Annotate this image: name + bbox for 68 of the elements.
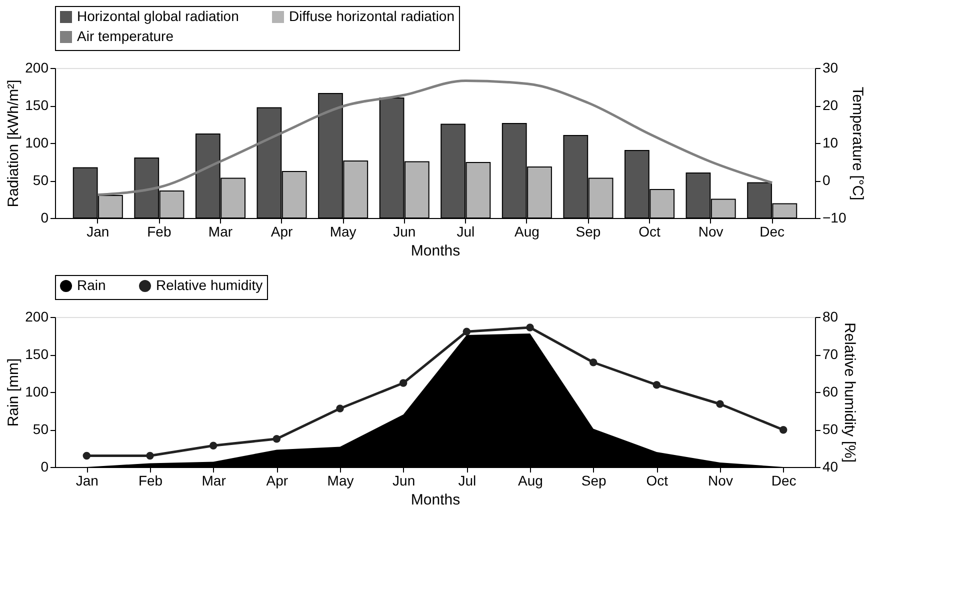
point	[146, 452, 154, 460]
y-axis-title: Rain [mm]	[5, 358, 22, 427]
y-tick-label: 200	[25, 308, 49, 324]
y2-tick-label: 30	[822, 60, 838, 76]
x-tick-label: Jun	[393, 224, 416, 240]
point	[399, 379, 408, 387]
point	[272, 435, 281, 443]
x-tick-label: Jul	[458, 472, 476, 488]
y2-tick-label: 40	[822, 458, 838, 474]
x-tick-label: May	[330, 224, 356, 240]
y-axis-title: Radiation [kWh/m²]	[5, 80, 22, 208]
y-tick-label: 50	[32, 172, 49, 188]
x-tick-label: Oct	[638, 224, 661, 240]
legend-label: Relative humidity	[156, 277, 263, 293]
y-tick-label: 150	[25, 97, 49, 113]
x-axis-title: Months	[410, 242, 460, 260]
line-series	[96, 80, 774, 196]
x-tick-label: Oct	[646, 472, 668, 488]
legend-label: Air temperature	[77, 28, 174, 44]
x-tick-label: Apr	[270, 224, 293, 240]
x-tick-label: Dec	[760, 224, 785, 240]
x-tick-label: Mar	[202, 472, 226, 488]
point	[82, 452, 91, 460]
legend-label: Diffuse horizontal radiation	[289, 8, 455, 24]
legend-label: Horizontal global radiation	[77, 8, 239, 24]
y-tick-label: 100	[25, 384, 49, 400]
y-tick-label: 150	[25, 346, 49, 362]
y2-tick-label: 10	[822, 134, 838, 150]
point	[336, 404, 344, 412]
point	[716, 400, 724, 408]
y-tick-label: 200	[25, 60, 49, 76]
y2-tick-label: 0	[822, 172, 830, 188]
x-tick-label: Aug	[518, 472, 543, 488]
x-tick-label: Sep	[581, 472, 606, 488]
y-tick-label: 0	[40, 458, 49, 474]
y-tick-label: 100	[25, 134, 49, 150]
point	[462, 328, 471, 336]
y2-tick-label: 80	[822, 308, 838, 324]
y2-tick-label: −10	[822, 210, 846, 226]
y2-tick-label: 20	[822, 97, 838, 113]
x-tick-label: Aug	[514, 224, 540, 240]
point	[652, 381, 661, 389]
x-tick-label: Feb	[147, 224, 172, 240]
y2-axis-title: Temperature [°C]	[849, 86, 866, 200]
legend-label: Rain	[77, 277, 106, 293]
point	[209, 442, 218, 450]
y-tick-label: 50	[32, 421, 49, 437]
y2-axis-title: Relative humidity [%]	[841, 322, 858, 463]
x-tick-label: Nov	[708, 472, 733, 488]
x-tick-label: Nov	[698, 224, 724, 240]
y-tick-label: 0	[40, 210, 49, 226]
x-tick-label: Feb	[138, 472, 163, 488]
x-tick-label: Dec	[771, 472, 796, 488]
x-tick-label: Sep	[576, 224, 601, 240]
x-tick-label: Jul	[456, 224, 475, 240]
x-axis-title: Months	[410, 492, 460, 508]
x-tick-label: Mar	[208, 224, 233, 240]
x-tick-label: Jun	[392, 472, 416, 488]
point	[589, 358, 598, 366]
x-tick-label: Jan	[86, 224, 110, 240]
y2-tick-label: 50	[822, 421, 838, 437]
y2-tick-label: 60	[822, 384, 838, 400]
point	[526, 324, 534, 332]
x-tick-label: Jan	[76, 472, 98, 488]
point	[779, 426, 788, 434]
x-tick-label: Apr	[266, 472, 288, 488]
x-tick-label: May	[327, 472, 354, 488]
y2-tick-label: 70	[822, 346, 838, 362]
